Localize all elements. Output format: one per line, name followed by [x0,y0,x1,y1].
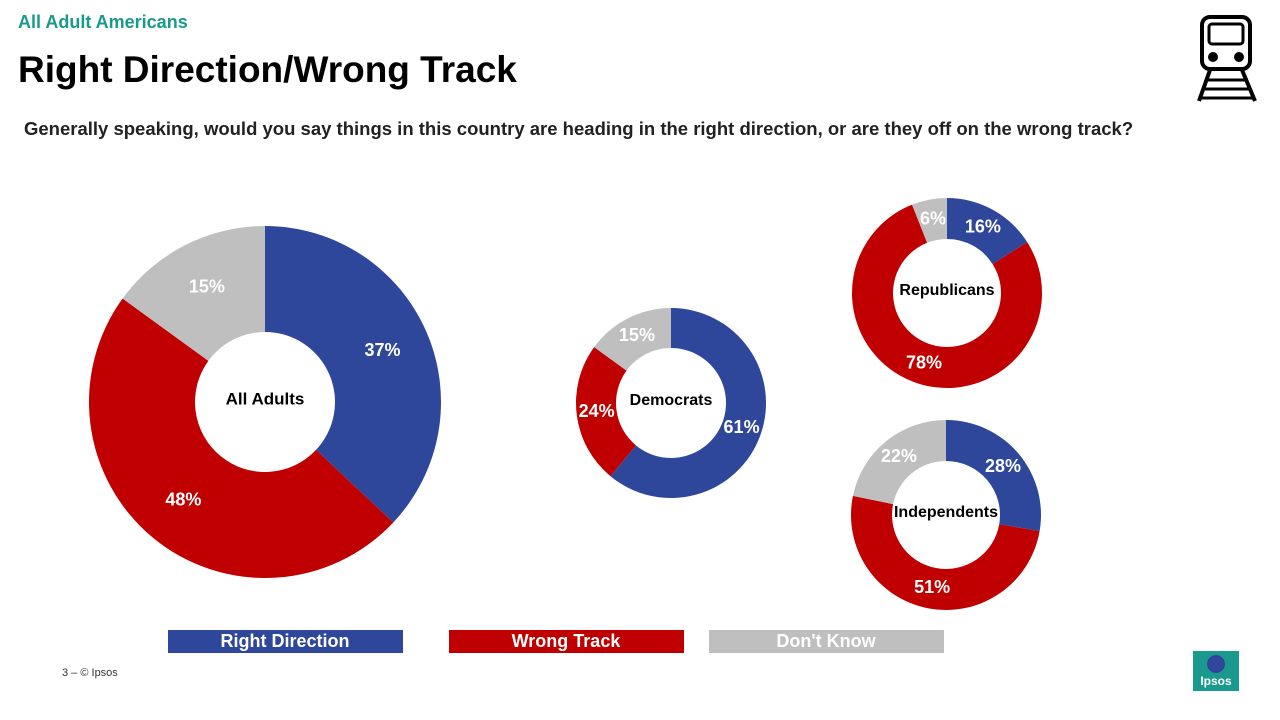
logo: Ipsos [1200,674,1232,688]
donut-center-label: Democrats [630,392,713,409]
value-label: 51% [914,577,950,597]
donut-slice [265,226,442,523]
value-label: 15% [189,277,225,297]
donut-center-label: All Adults [226,389,305,408]
donut-slice [594,308,671,371]
title: Right Direction/Wrong Track [18,49,517,90]
donut-slice [852,420,946,505]
value-label: 6% [920,209,946,229]
donut-slice [946,420,1041,532]
value-label: 37% [364,340,400,360]
value-label: 24% [579,401,615,421]
legend-label: Wrong Track [512,631,622,651]
legend-swatch [168,630,403,653]
donut-slice [912,198,947,243]
donut-slice [610,308,766,498]
value-label: 78% [906,353,942,373]
donut-center-label: Independents [894,504,998,521]
donut-slice [947,198,1028,265]
donut-center-label: Republicans [899,282,994,299]
value-label: 16% [965,216,1001,236]
donut-slice [852,204,1042,388]
donut-slice [575,347,636,477]
footer: 3 – © Ipsos [62,667,118,679]
donut-slice [850,495,1040,611]
train-icon [1197,15,1257,102]
value-label: 48% [165,489,201,509]
legend-label: Right Direction [221,631,350,651]
legend-swatch [709,630,944,653]
legend-label: Don't Know [776,631,876,651]
subtitle: All Adult Americans [18,12,188,32]
question: Generally speaking, would you say things… [24,118,1133,139]
value-label: 15% [619,325,655,345]
value-label: 22% [881,446,917,466]
donut-slice [88,298,394,579]
value-label: 28% [985,456,1021,476]
donut-slice [122,226,265,361]
logo-mark [1207,655,1225,673]
legend-swatch [449,630,684,653]
value-label: 61% [724,417,760,437]
